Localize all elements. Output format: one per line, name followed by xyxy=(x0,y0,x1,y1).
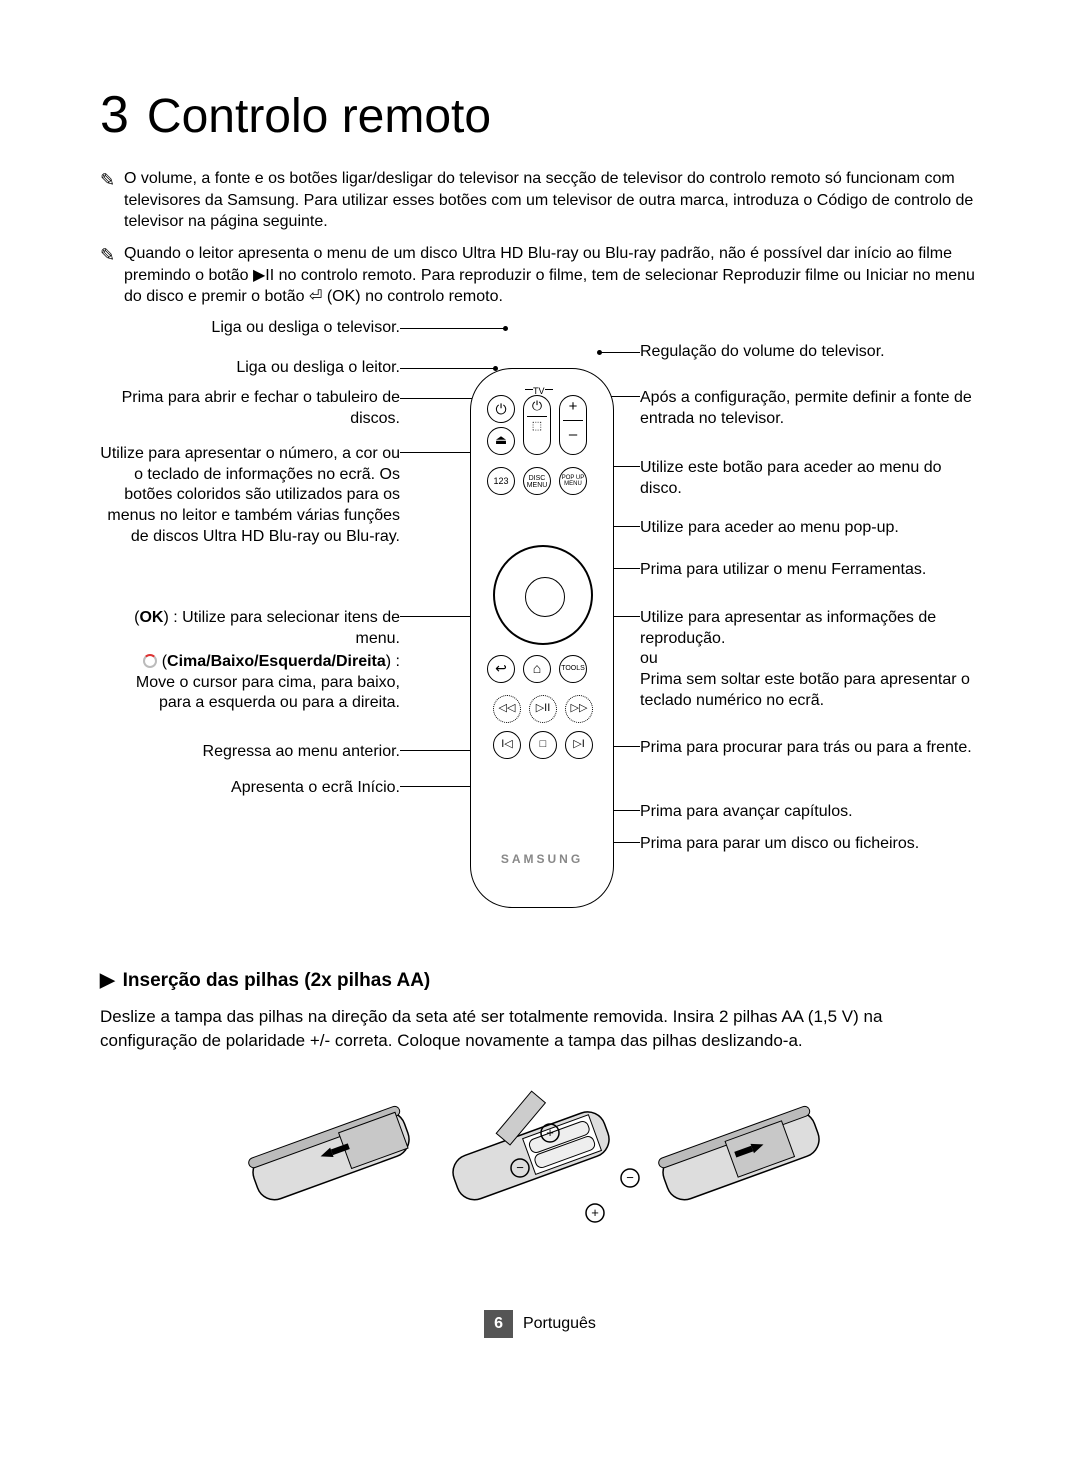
page-footer: 6 Português xyxy=(100,1310,980,1338)
remote-diagram: Liga ou desliga o televisor. Liga ou des… xyxy=(100,318,980,938)
number-button: 123 xyxy=(487,467,515,495)
callout-tv-power: Liga ou desliga o televisor. xyxy=(100,318,400,339)
media-row-nav: I◁ □ ▷I xyxy=(493,731,593,759)
callout-tools: Prima para utilizar o menu Ferramentas. xyxy=(640,560,980,581)
triangle-icon: ▶ xyxy=(100,970,115,991)
tv-source-button: ⬚ xyxy=(524,421,550,432)
battery-figure: + − − + xyxy=(100,1073,980,1250)
tools-button: TOOLS xyxy=(559,655,587,683)
callout-volume: Regulação do volume do televisor. xyxy=(640,342,980,363)
note-text: O volume, a fonte e os botões ligar/desl… xyxy=(124,168,980,233)
eject-button: ⏏ xyxy=(487,427,515,455)
callout-return: Regressa ao menu anterior. xyxy=(100,742,400,763)
rewind-button: ◁◁ xyxy=(493,695,521,723)
callout-tray: Prima para abrir e fechar o tabuleiro de… xyxy=(100,388,400,430)
next-chapter-button: ▷I xyxy=(565,731,593,759)
prev-chapter-button: I◁ xyxy=(493,731,521,759)
brand-label: SAMSUNG xyxy=(471,851,613,867)
callout-search: Prima para procurar para trás ou para a … xyxy=(640,738,980,759)
chapter-number: 3 xyxy=(100,80,129,150)
callout-skip: Prima para avançar capítulos. xyxy=(640,802,980,823)
note-item: ✎ Quando o leitor apresenta o menu de um… xyxy=(100,243,980,308)
tv-power-button: ⏻ xyxy=(524,396,550,412)
remote-body: TV ⏻ ⏻ ⬚ + – ⏏ 123 DISC MENU POP UP MENU… xyxy=(470,368,614,908)
callout-home: Apresenta o ecrã Início. xyxy=(100,778,400,799)
svg-text:−: − xyxy=(516,1160,524,1175)
page-title: 3 Controlo remoto xyxy=(100,80,980,150)
leader-line xyxy=(600,352,640,353)
callout-info: Utilize para apresentar as informações d… xyxy=(640,608,980,712)
dpad-direction-icon xyxy=(143,654,157,668)
dpad-ring xyxy=(493,545,593,645)
player-power-button: ⏻ xyxy=(487,395,515,423)
callout-dpad: (Cima/Baixo/Esquerda/Direita) : Move o c… xyxy=(100,652,400,714)
battery-text: Deslize a tampa das pilhas na direção da… xyxy=(100,1005,980,1053)
back-button: ↩ xyxy=(487,655,515,683)
callout-source: Após a configuração, permite definir a f… xyxy=(640,388,980,430)
volume-down-button: – xyxy=(560,427,586,442)
note-text: Quando o leitor apresenta o menu de um d… xyxy=(124,243,980,308)
volume-up-button: + xyxy=(560,396,586,414)
leader-line xyxy=(400,368,495,369)
stop-button: □ xyxy=(529,731,557,759)
fast-forward-button: ▷▷ xyxy=(565,695,593,723)
disc-menu-button: DISC MENU xyxy=(523,467,551,495)
svg-text:+: + xyxy=(591,1205,599,1220)
leader-line xyxy=(400,328,505,329)
svg-text:−: − xyxy=(626,1170,634,1185)
note-icon: ✎ xyxy=(100,243,124,267)
media-row-search: ◁◁ ▷II ▷▷ xyxy=(493,695,593,723)
note-item: ✎ O volume, a fonte e os botões ligar/de… xyxy=(100,168,980,233)
callout-popup: Utilize para aceder ao menu pop-up. xyxy=(640,518,980,539)
home-button: ⌂ xyxy=(523,655,551,683)
ok-button xyxy=(525,577,565,617)
callout-num-color: Utilize para apresentar o número, a cor … xyxy=(100,444,400,548)
note-icon: ✎ xyxy=(100,168,124,192)
chapter-title: Controlo remoto xyxy=(147,90,491,143)
popup-menu-button: POP UP MENU xyxy=(559,467,587,495)
svg-text:+: + xyxy=(546,1125,554,1140)
callout-player-power: Liga ou desliga o leitor. xyxy=(100,358,400,379)
battery-heading: ▶Inserção das pilhas (2x pilhas AA) xyxy=(100,968,980,994)
callout-ok: (OK) : Utilize para selecionar itens de … xyxy=(100,608,400,650)
play-pause-button: ▷II xyxy=(529,695,557,723)
tv-power-source-group: ⏻ ⬚ xyxy=(523,395,551,455)
volume-group: + – xyxy=(559,395,587,455)
page-number: 6 xyxy=(484,1310,513,1338)
footer-language: Português xyxy=(523,1315,596,1332)
callout-stop: Prima para parar um disco ou ficheiros. xyxy=(640,834,980,855)
callout-disc-menu: Utilize este botão para aceder ao menu d… xyxy=(640,458,980,500)
